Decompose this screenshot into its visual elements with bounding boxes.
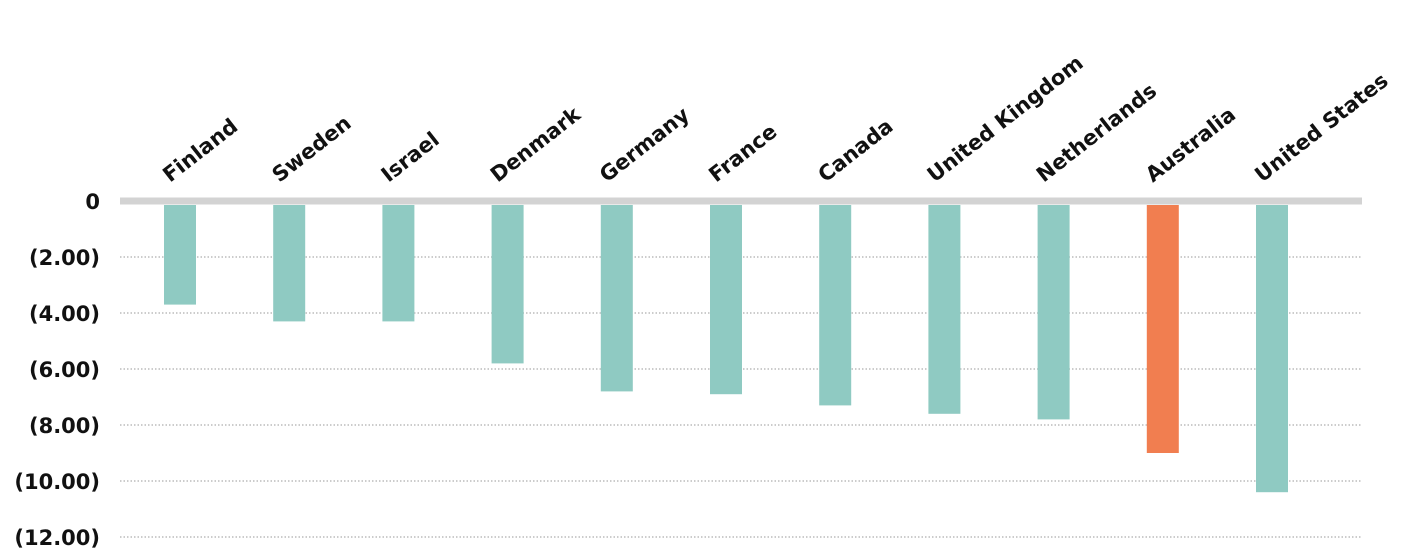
y-tick-label: (4.00) — [29, 302, 100, 326]
category-label: Australia — [1141, 102, 1240, 187]
bar-australia — [1146, 205, 1179, 453]
y-tick-label: (8.00) — [29, 414, 100, 438]
bar-united-kingdom — [928, 205, 961, 414]
y-tick-label: (12.00) — [14, 526, 100, 550]
category-label: France — [704, 119, 781, 187]
category-label: Israel — [377, 127, 444, 187]
bars — [164, 205, 1288, 493]
bar-canada — [819, 205, 852, 406]
bar-united-states — [1256, 205, 1288, 493]
y-tick-label: (6.00) — [29, 358, 100, 382]
category-label: Sweden — [268, 111, 356, 187]
category-label: Denmark — [486, 102, 586, 187]
category-label: Germany — [595, 102, 694, 187]
bar-france — [710, 205, 742, 395]
category-label: Canada — [814, 114, 898, 187]
bar-finland — [164, 205, 196, 305]
category-label: United States — [1250, 68, 1392, 187]
y-tick-label: (2.00) — [29, 246, 100, 270]
bar-israel — [382, 205, 415, 322]
bar-germany — [600, 205, 633, 392]
y-tick-label: 0 — [85, 190, 100, 214]
category-label: Finland — [158, 114, 242, 187]
bar-netherlands — [1037, 205, 1070, 420]
bar-denmark — [491, 205, 524, 364]
y-axis-tick-labels: 0 (2.00) (4.00) (6.00) (8.00) (10.00) (12.00) — [14, 190, 100, 550]
category-labels: Finland Sweden Israel Denmark Germany France C… — [158, 51, 1392, 187]
bar-sweden — [273, 205, 306, 322]
y-tick-label: (10.00) — [14, 470, 100, 494]
